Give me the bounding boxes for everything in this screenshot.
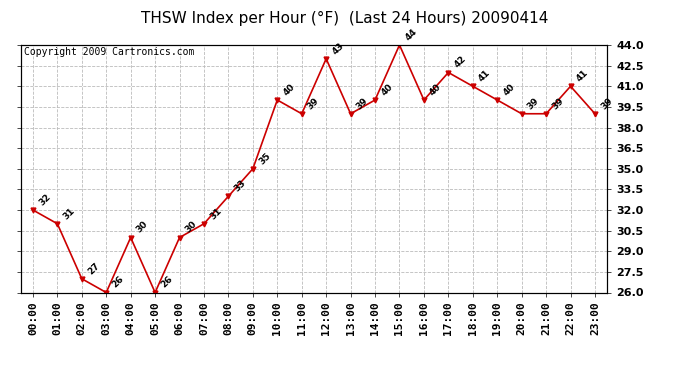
Text: 39: 39 xyxy=(526,96,541,111)
Text: 39: 39 xyxy=(306,96,321,111)
Text: Copyright 2009 Cartronics.com: Copyright 2009 Cartronics.com xyxy=(23,48,194,57)
Text: 26: 26 xyxy=(159,274,175,290)
Text: 27: 27 xyxy=(86,261,101,276)
Text: 39: 39 xyxy=(599,96,614,111)
Text: 33: 33 xyxy=(233,178,248,194)
Text: 26: 26 xyxy=(110,274,126,290)
Text: 30: 30 xyxy=(184,220,199,235)
Text: 30: 30 xyxy=(135,220,150,235)
Text: 35: 35 xyxy=(257,151,273,166)
Text: 40: 40 xyxy=(282,82,297,97)
Text: 32: 32 xyxy=(37,192,52,207)
Text: 42: 42 xyxy=(453,54,468,70)
Text: 43: 43 xyxy=(331,40,346,56)
Text: 39: 39 xyxy=(550,96,566,111)
Text: 40: 40 xyxy=(428,82,443,97)
Text: 40: 40 xyxy=(502,82,517,97)
Text: 40: 40 xyxy=(380,82,395,97)
Text: 44: 44 xyxy=(404,27,419,42)
Text: 31: 31 xyxy=(208,206,224,221)
Text: THSW Index per Hour (°F)  (Last 24 Hours) 20090414: THSW Index per Hour (°F) (Last 24 Hours)… xyxy=(141,11,549,26)
Text: 39: 39 xyxy=(355,96,370,111)
Text: 31: 31 xyxy=(61,206,77,221)
Text: 41: 41 xyxy=(575,68,590,84)
Text: 41: 41 xyxy=(477,68,492,84)
